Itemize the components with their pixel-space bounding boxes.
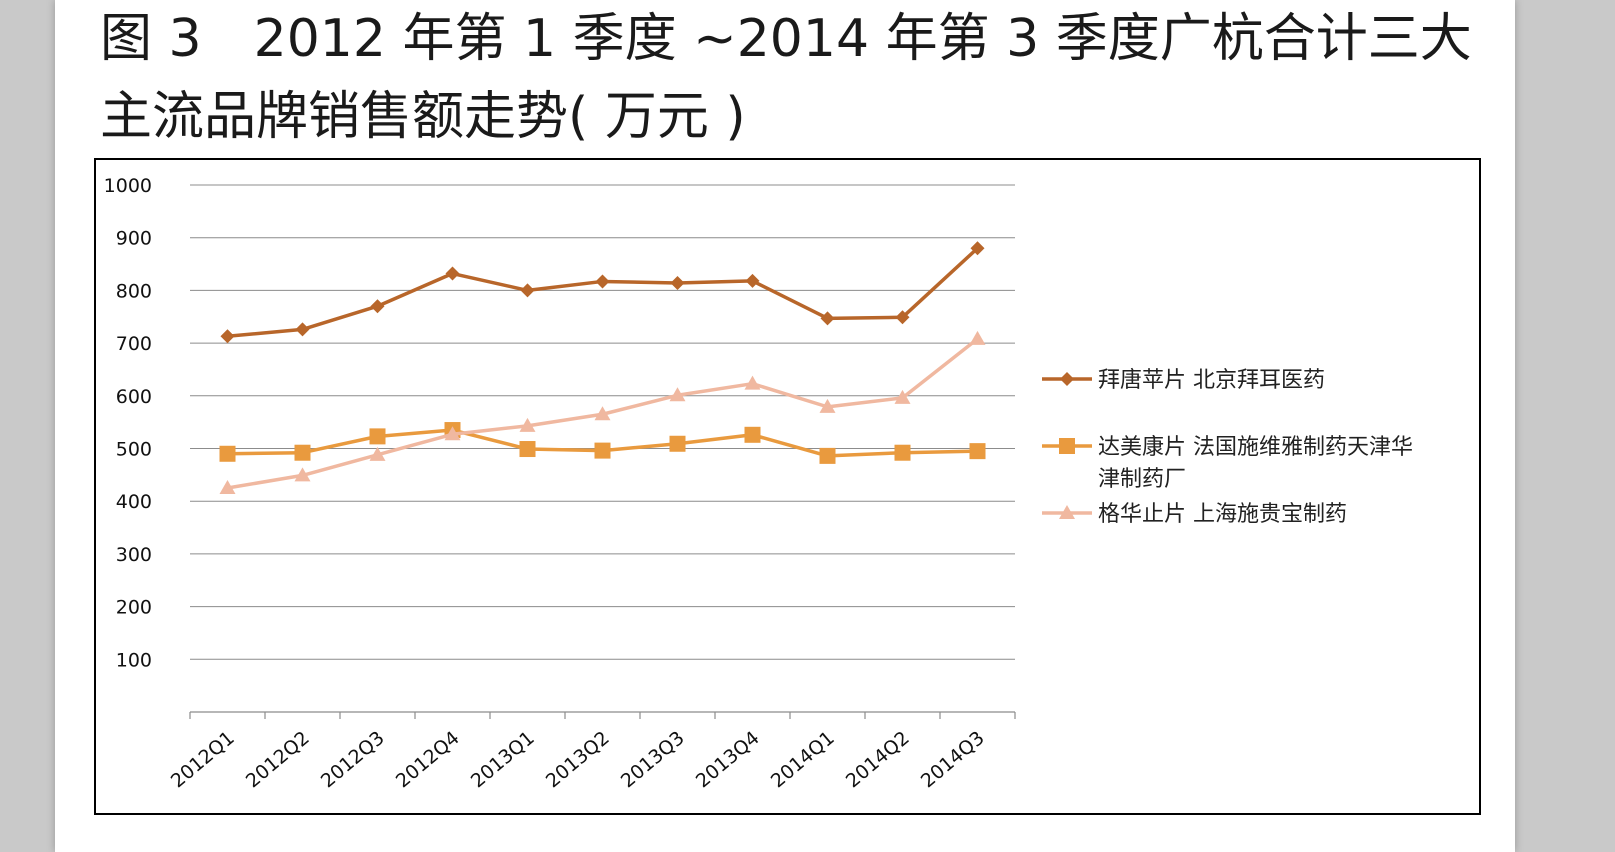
data-point-series-1 (970, 241, 985, 256)
y-tick-label: 600 (116, 386, 152, 408)
legend-label-1: 拜唐苹片 北京拜耳医药 (1098, 368, 1325, 393)
data-point-series-1 (895, 310, 910, 325)
data-point-series-1 (745, 273, 760, 288)
y-tick-label: 900 (116, 228, 152, 250)
data-point-series-3 (744, 375, 761, 390)
x-tick-label: 2013Q1 (467, 727, 539, 792)
data-point-series-3 (819, 398, 836, 413)
x-tick-label: 2013Q3 (617, 727, 689, 792)
data-point-series-3 (594, 406, 611, 421)
data-point-series-3 (294, 467, 311, 482)
data-point-series-2 (219, 445, 236, 462)
x-tick-label: 2014Q3 (917, 727, 989, 792)
data-point-series-2 (894, 444, 911, 461)
data-point-series-1 (595, 274, 610, 289)
data-point-series-2 (669, 435, 686, 452)
data-point-series-1 (445, 266, 460, 281)
data-point-series-1 (670, 276, 685, 291)
legend-label-2: 达美康片 法国施维雅制药天津华 (1098, 435, 1413, 460)
x-tick-label: 2014Q2 (842, 727, 914, 792)
data-point-series-2 (969, 443, 986, 460)
x-tick-label: 2014Q1 (767, 727, 839, 792)
x-tick-label: 2012Q2 (242, 727, 314, 792)
data-point-series-1 (820, 311, 835, 326)
data-point-series-3 (369, 446, 386, 461)
legend-label-3: 格华止片 上海施贵宝制药 (1098, 502, 1347, 527)
legend-marker-1 (1060, 372, 1074, 386)
y-tick-label: 700 (116, 333, 152, 355)
data-point-series-2 (369, 428, 386, 445)
y-tick-label: 400 (116, 491, 152, 513)
data-point-series-2 (819, 447, 836, 464)
legend-label-2: 津制药厂 (1098, 467, 1186, 492)
x-tick-label: 2012Q1 (167, 727, 239, 792)
data-point-series-2 (744, 426, 761, 443)
data-point-series-2 (294, 444, 311, 461)
x-tick-label: 2012Q4 (392, 727, 464, 792)
data-point-series-2 (519, 441, 536, 458)
y-tick-label: 300 (116, 544, 152, 566)
data-point-series-3 (444, 426, 461, 441)
data-point-series-1 (520, 283, 535, 298)
y-tick-label: 100 (116, 649, 152, 671)
legend-marker-2 (1059, 438, 1075, 454)
chart-title: 图 3 2012 年第 1 季度 ~2014 年第 3 季度广杭合计三大主流品牌… (100, 9, 1472, 147)
x-tick-label: 2012Q3 (317, 727, 389, 792)
data-point-series-3 (894, 389, 911, 404)
y-tick-label: 1000 (104, 175, 152, 197)
chart-frame (94, 158, 1481, 815)
y-tick-label: 500 (116, 439, 152, 461)
data-point-series-1 (370, 299, 385, 314)
data-point-series-1 (220, 329, 235, 344)
data-point-series-2 (594, 442, 611, 459)
data-point-series-3 (969, 330, 986, 345)
y-tick-label: 800 (116, 280, 152, 302)
data-point-series-1 (295, 322, 310, 337)
legend-marker-3 (1059, 505, 1075, 519)
data-point-series-3 (519, 417, 536, 432)
data-point-series-3 (219, 480, 236, 495)
data-point-series-3 (669, 387, 686, 402)
series-line-1 (227, 246, 979, 338)
x-tick-label: 2013Q4 (692, 727, 764, 792)
x-tick-label: 2013Q2 (542, 727, 614, 792)
y-tick-label: 200 (116, 597, 152, 619)
